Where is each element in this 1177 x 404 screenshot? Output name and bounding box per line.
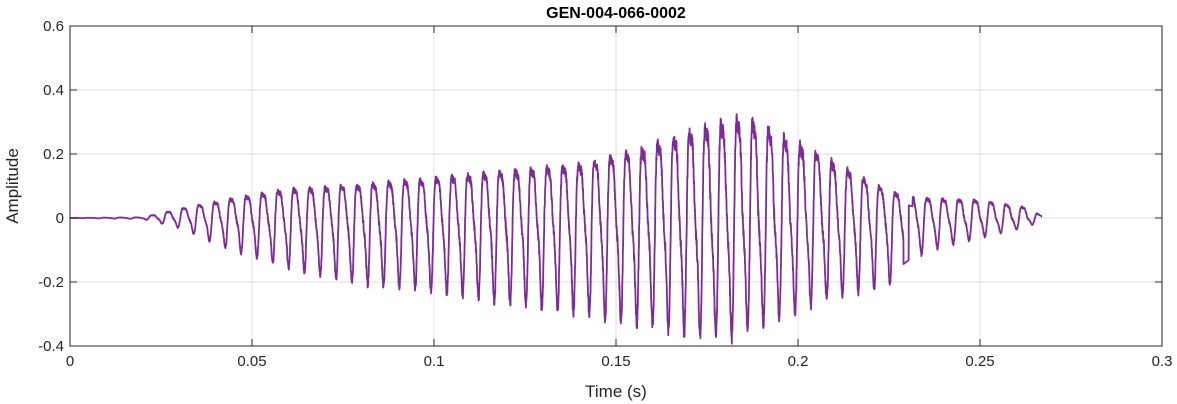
series-group [69, 113, 1043, 345]
y-tick-label: -0.4 [38, 338, 64, 355]
x-tick-label: 0.05 [237, 353, 266, 370]
y-axis-label: Amplitude [3, 148, 22, 224]
y-tick-label: -0.2 [38, 274, 64, 291]
x-tick-label: 0.3 [1152, 353, 1173, 370]
x-tick-label: 0.15 [601, 353, 630, 370]
x-tick-label: 0.2 [788, 353, 809, 370]
y-tick-label: 0.4 [43, 82, 64, 99]
y-tick-label: 0.6 [43, 18, 64, 35]
x-tick-label: 0.1 [424, 353, 445, 370]
x-tick-label: 0.25 [965, 353, 994, 370]
y-tick-label: 0.2 [43, 146, 64, 163]
series-line [69, 113, 1043, 345]
x-tick-label: 0 [66, 353, 74, 370]
y-tick-label: 0 [56, 210, 64, 227]
x-axis-label: Time (s) [585, 382, 647, 401]
chart-title: GEN-004-066-0002 [546, 5, 686, 22]
axis-ticks [69, 25, 1163, 347]
tick-labels: 0 0.05 0.1 0.15 0.2 0.25 0.3 -0.4 -0.2 0 0.2 0.4 0.6 [38, 18, 1172, 370]
